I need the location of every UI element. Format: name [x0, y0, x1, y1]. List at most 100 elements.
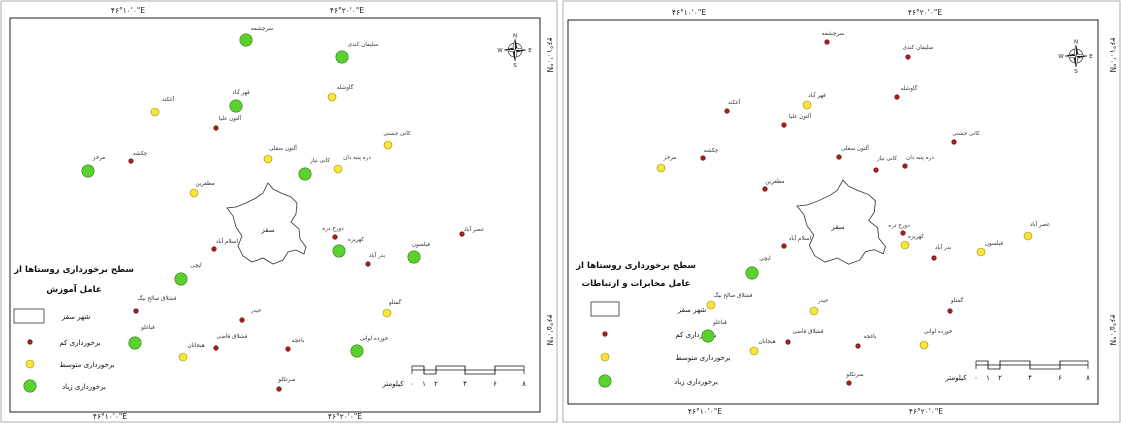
village-label: کانی جشنی: [952, 130, 980, 137]
village-label: باغچه: [864, 334, 877, 340]
longitude-label-top: ۴۶°۲۰'۰"E: [330, 6, 364, 15]
village-label: گمتلو: [950, 296, 964, 304]
village-label: کهریزه: [908, 233, 924, 240]
village-marker-medium: [333, 164, 343, 174]
village-marker-medium: [382, 308, 392, 318]
village-marker-high: [332, 244, 346, 258]
village-label: قیلسون: [985, 241, 1004, 247]
compass-east-letter: E: [1089, 54, 1093, 60]
village-marker-low: [902, 163, 908, 169]
north-arrow-icon: N S E W: [1058, 40, 1093, 76]
village-marker-medium: [976, 247, 986, 257]
village-label: قشلاق صالح بیگ: [714, 291, 753, 299]
legend-low-symbol: [27, 339, 33, 345]
village-marker-low: [873, 167, 879, 173]
village-marker-low: [213, 345, 219, 351]
scale-bar-tick-label: ۶: [493, 380, 497, 388]
village-marker-low: [133, 308, 139, 314]
panel-border: [562, 0, 1121, 423]
village-label: قشلاق قاضی: [217, 334, 248, 340]
village-marker-low: [128, 158, 134, 164]
legend-high-symbol: [598, 374, 612, 388]
legend-city-symbol: [13, 308, 45, 324]
village-marker-low: [947, 308, 953, 314]
village-marker-medium: [900, 240, 910, 250]
scale-bar-tick-label: ۴: [1028, 374, 1032, 382]
latitude-label: ۳۶°۵'۰"N: [545, 315, 554, 346]
village-marker-low: [239, 317, 245, 323]
north-arrow-icon: N S E W: [497, 34, 532, 70]
scale-bar-unit: کیلومتر: [381, 380, 404, 388]
scale-bar-tick-label: ۱: [422, 380, 426, 388]
village-marker-medium: [809, 306, 819, 316]
village-label: سلیمان کندی: [348, 41, 379, 48]
village-marker-high: [239, 33, 253, 47]
village-label: ایچی: [759, 256, 771, 262]
village-label: دره پنبه دان: [343, 155, 371, 161]
compass-east-letter: E: [528, 48, 532, 54]
village-label: سرچشمه: [822, 31, 845, 37]
village-marker-high: [174, 272, 188, 286]
legend-city-symbol: [590, 301, 620, 317]
village-marker-low: [836, 154, 842, 160]
village-label: قهر آباد: [808, 92, 826, 99]
panel-border: [0, 0, 558, 423]
village-label: آلتون علیا: [789, 113, 812, 120]
legend-title: سطح برخورداری روستاها از: [575, 261, 696, 271]
village-marker-medium: [706, 300, 716, 310]
legend-city-label: شهر سقز: [61, 313, 91, 321]
village-marker-high: [350, 344, 364, 358]
compass-north-letter: N: [513, 34, 517, 40]
village-marker-low: [855, 343, 861, 349]
village-marker-medium: [178, 352, 188, 362]
village-marker-high: [229, 99, 243, 113]
village-label: آلتون سفلی: [841, 145, 869, 152]
village-marker-medium: [802, 100, 812, 110]
city-label: سقز: [260, 226, 274, 234]
village-label: دورخ دره: [888, 223, 910, 229]
village-marker-low: [905, 54, 911, 60]
village-label: ایچی: [190, 263, 202, 269]
village-marker-low: [931, 255, 937, 261]
village-label: قهر آباد: [232, 89, 250, 96]
village-marker-low: [781, 122, 787, 128]
longitude-label-top: ۴۶°۱۰'۰"E: [672, 8, 706, 17]
legend-low-label: برخورداری کم: [675, 331, 716, 339]
village-marker-medium: [327, 92, 337, 102]
village-label: مرخز: [663, 155, 677, 161]
village-marker-medium: [383, 140, 393, 150]
village-label: دورخ دره: [322, 226, 344, 232]
village-label: سرتکلو: [845, 371, 863, 378]
village-label: حیدر: [250, 308, 262, 314]
compass-south-letter: S: [513, 63, 517, 69]
legend-medium-symbol: [25, 359, 35, 369]
legend-title: سطح برخورداری روستاها از: [13, 265, 134, 275]
village-label: چکشه: [704, 147, 719, 154]
communication-map-panel: ۴۶°۱۰'۰"E ۴۶°۲۰'۰"E ۴۶°۱۰'۰"E ۴۶°۲۰'۰"E …: [562, 0, 1121, 423]
village-label: گاوشله: [337, 83, 354, 91]
compass-north-letter: N: [1074, 40, 1078, 46]
scale-bar-tick-label: ۰: [974, 374, 978, 382]
city-boundary: [796, 179, 886, 265]
village-label: آغکند: [728, 99, 741, 106]
village-marker-low: [781, 243, 787, 249]
longitude-label-top: ۴۶°۲۰'۰"E: [908, 8, 942, 17]
village-label: مرخز: [92, 155, 106, 161]
village-label: گمتلو: [388, 298, 402, 306]
village-label: باغچه: [292, 338, 305, 344]
village-label: قشلاق صالح بیگ: [138, 294, 177, 302]
village-label: چکشه: [133, 150, 148, 157]
legend-medium-label: برخورداری متوسط: [59, 361, 114, 369]
village-label: قشلاق قاضی: [793, 329, 824, 335]
village-label: عصر آباد: [1030, 221, 1050, 228]
legend-low-label: برخورداری کم: [59, 339, 100, 347]
village-marker-medium: [263, 154, 273, 164]
legend-high-label: برخورداری زیاد: [62, 383, 106, 391]
village-marker-high: [335, 50, 349, 64]
village-marker-low: [762, 186, 768, 192]
village-label: کانی نیاز: [309, 157, 330, 164]
longitude-label-bottom: ۴۶°۱۰'۰"E: [688, 407, 722, 416]
village-label: بدر آباد: [935, 244, 952, 251]
village-label: عصر آباد: [464, 226, 484, 233]
